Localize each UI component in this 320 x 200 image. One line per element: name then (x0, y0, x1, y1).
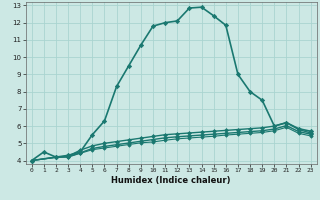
X-axis label: Humidex (Indice chaleur): Humidex (Indice chaleur) (111, 176, 231, 185)
